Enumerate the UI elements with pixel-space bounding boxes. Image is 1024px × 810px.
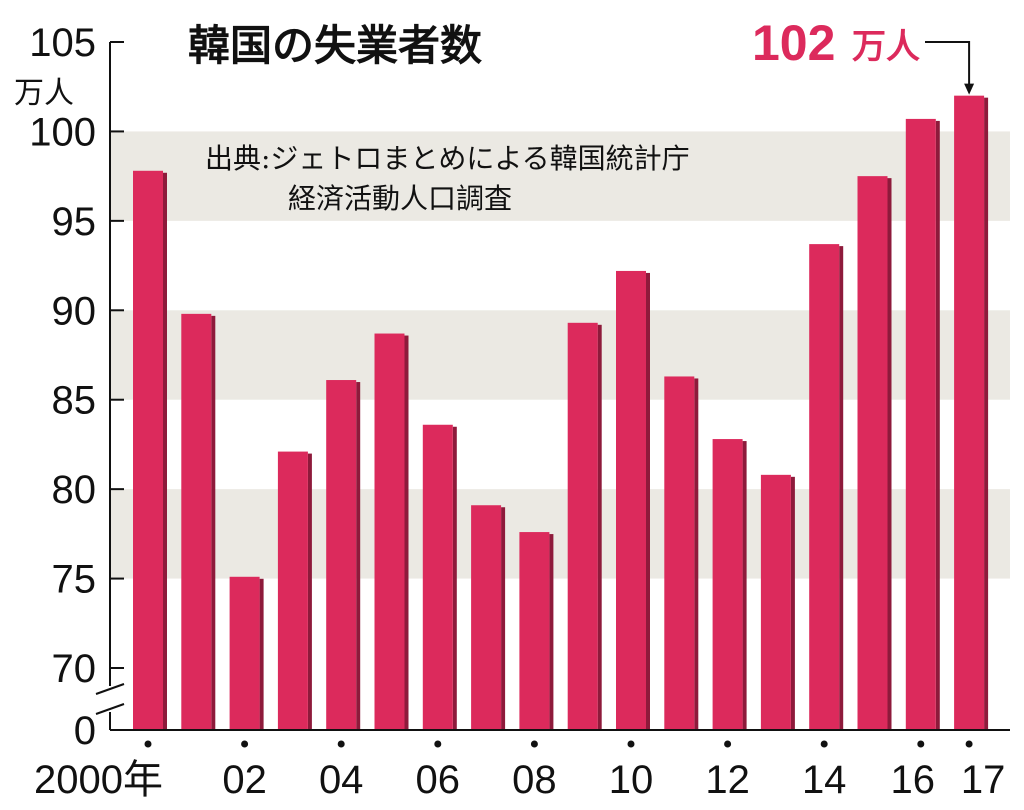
x-tick-dot <box>144 740 152 748</box>
bar-side <box>259 578 264 730</box>
x-tick-label: 17 <box>961 758 1006 802</box>
bar-2007 <box>471 505 502 730</box>
bar-2006 <box>422 424 453 730</box>
y-tick-label: 100 <box>29 110 96 154</box>
x-tick-label: 14 <box>802 758 847 802</box>
bar-side <box>163 172 167 730</box>
bar-2017 <box>954 95 985 730</box>
x-tick-dot <box>434 740 442 748</box>
x-tick-dot <box>337 740 345 748</box>
bar-2014 <box>809 244 840 730</box>
x-tick-label: 10 <box>609 758 654 802</box>
y-tick-label: 70 <box>52 647 97 691</box>
x-tick-label: 16 <box>891 758 936 802</box>
y-tick-label: 0 <box>74 709 96 753</box>
x-tick-dot <box>820 740 828 748</box>
bar-2003 <box>277 451 308 730</box>
source-line-2: 経済活動人口調査 <box>288 182 512 215</box>
bar-side <box>549 534 554 730</box>
bar-2005 <box>374 333 405 730</box>
x-ticks-group: 2000年 02 04 06 08 10 12 14 16 17 <box>34 740 1006 802</box>
source-line-1: 出典:ジェトロまとめによる韓国統計庁 <box>205 142 690 175</box>
x-tick-label: 12 <box>705 758 750 802</box>
bar-side <box>307 453 312 730</box>
x-tick-dot <box>241 740 249 748</box>
bar-side <box>742 441 747 730</box>
x-tick-label: 06 <box>416 758 461 802</box>
bar-side <box>694 378 699 730</box>
y-axis-unit: 万人 <box>14 76 74 111</box>
axis-break-mark <box>95 683 125 695</box>
callout-arrowhead <box>964 83 975 95</box>
x-tick-label: 02 <box>222 758 267 802</box>
y-tick-label: 105 <box>29 21 96 65</box>
bar-side <box>887 178 892 731</box>
bar-side <box>790 476 795 730</box>
y-tick-label: 95 <box>52 200 97 244</box>
bar-side <box>839 246 844 730</box>
bar-side <box>356 382 361 730</box>
x-tick-dot <box>627 740 635 748</box>
peak-callout: 102 万人 <box>752 15 975 95</box>
bar-side <box>646 272 650 730</box>
bar-side <box>501 507 506 730</box>
bar-2009 <box>567 322 598 730</box>
bar-2004 <box>326 380 357 730</box>
bar-side <box>984 97 989 730</box>
x-tick-dot <box>530 740 538 748</box>
y-tick-label: 75 <box>52 558 97 602</box>
bar-side <box>211 315 216 730</box>
bar-2001 <box>181 313 212 730</box>
x-tick-dot <box>917 740 925 748</box>
bar-side <box>404 335 409 730</box>
y-tick-label: 85 <box>52 379 97 423</box>
bar-2012 <box>712 439 743 730</box>
x-tick-label: 04 <box>319 758 364 802</box>
axis-break-mark <box>95 703 125 715</box>
bar-2010 <box>616 270 646 730</box>
bar-2011 <box>664 376 695 730</box>
x-tick-label: 08 <box>512 758 557 802</box>
callout-leader-line <box>925 41 971 86</box>
bar-2016 <box>905 118 936 730</box>
bar-side <box>452 426 457 730</box>
x-tick-dot <box>965 740 973 748</box>
bar-2015 <box>857 176 888 731</box>
bar-2008 <box>519 532 550 730</box>
bar-2002 <box>229 576 260 730</box>
y-tick-label: 90 <box>52 289 97 333</box>
bar-side <box>935 120 940 730</box>
y-ticks-group: 105 100 95 90 85 80 75 70 0 <box>29 21 124 753</box>
callout-unit: 万人 <box>852 27 920 67</box>
bars-group <box>133 95 989 731</box>
bar-2013 <box>760 474 791 730</box>
callout-value: 102 <box>752 15 835 71</box>
chart-title: 韓国の失業者数 <box>188 21 482 70</box>
y-tick-label: 80 <box>52 468 97 512</box>
bar-side <box>597 324 602 730</box>
bar-2000 <box>133 170 163 730</box>
x-tick-dot <box>724 740 732 748</box>
x-tick-label: 2000年 <box>34 758 163 802</box>
